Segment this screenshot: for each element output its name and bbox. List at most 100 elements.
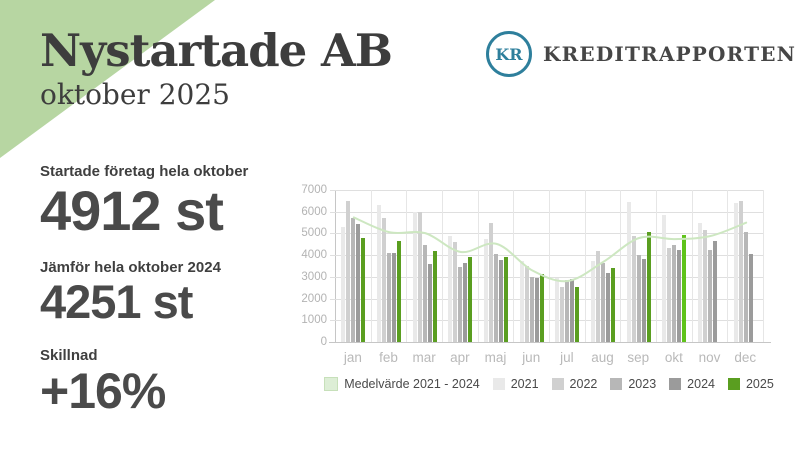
legend-item: 2025 — [727, 377, 774, 391]
bar-2021-okt — [662, 214, 667, 342]
bar-2021-feb — [377, 205, 381, 342]
bar-2022-aug — [596, 251, 601, 342]
bar-2024-aug — [606, 272, 611, 342]
bar-2021-sep — [626, 201, 631, 342]
bar-2025-apr — [468, 256, 473, 342]
bar-2024-feb — [392, 252, 396, 342]
legend-swatch — [727, 378, 740, 390]
bar-2024-jun — [534, 277, 539, 342]
x-tick-label: apr — [450, 350, 470, 365]
y-tick-label: 2000 — [301, 292, 327, 305]
bar-2021-jul — [555, 277, 560, 342]
x-tick-label: sep — [627, 350, 650, 365]
month-group-sep — [621, 190, 658, 342]
month-group-apr — [443, 190, 479, 342]
brand-name: KREDITRAPPORTEN — [543, 42, 797, 66]
bar-2023-mar — [422, 245, 427, 342]
bar-2021-dec — [733, 203, 738, 342]
x-axis-line — [329, 342, 771, 343]
legend-item: 2021 — [492, 377, 539, 391]
key-stats: Startade företag hela oktober 4912 st Jä… — [40, 163, 300, 418]
legend-item: 2024 — [669, 377, 715, 391]
legend-label: 2024 — [687, 377, 715, 391]
bar-2021-maj — [484, 238, 489, 342]
month-group-nov — [693, 190, 729, 342]
bar-2023-jun — [529, 276, 534, 342]
bar-2023-nov — [708, 249, 713, 342]
x-tick-label: jan — [343, 350, 362, 365]
legend-item: 2022 — [551, 377, 597, 391]
legend-swatch — [669, 378, 682, 390]
month-group-mar — [407, 190, 444, 342]
bar-2025-feb — [397, 241, 401, 342]
stat-value-difference: +16% — [40, 363, 166, 420]
month-group-aug — [586, 190, 622, 342]
x-tick-label: mar — [412, 350, 436, 365]
bar-2024-mar — [427, 263, 432, 342]
gridline — [330, 320, 764, 322]
x-axis-labels: jan feb mar apr maj jun jul aug sep okt nov dec — [335, 350, 763, 365]
legend-swatch — [551, 378, 564, 390]
bar-2022-feb — [382, 218, 386, 342]
chart-legend: Medelvärde 2021 - 2024 2021 2022 2023 2024 20… — [324, 377, 774, 391]
y-tick-label: 6000 — [301, 205, 327, 218]
bar-2022-mar — [417, 211, 422, 342]
bar-2023-okt — [672, 244, 677, 342]
gridline — [330, 211, 764, 213]
stat-label-started: Startade företag hela oktober — [40, 163, 249, 180]
bar-2025-okt — [682, 235, 687, 342]
bar-2022-sep — [631, 236, 636, 342]
bar-2022-jan — [346, 200, 351, 342]
plot-area — [330, 190, 765, 342]
y-axis-labels: 0 1000 2000 3000 4000 5000 6000 7000 — [296, 184, 327, 348]
month-group-jul — [550, 190, 586, 342]
stat-value-started: 4912 st — [40, 179, 224, 242]
bar-2024-maj — [499, 259, 504, 342]
bar-2022-nov — [703, 230, 708, 342]
bar-2021-aug — [591, 260, 596, 342]
bar-2024-apr — [463, 262, 468, 342]
bar-2021-mar — [412, 211, 417, 342]
legend-swatch — [610, 378, 623, 390]
y-tick-label: 4000 — [301, 249, 327, 262]
chart: 0 1000 2000 3000 4000 5000 6000 7000 jan feb mar a… — [296, 183, 780, 418]
legend-label: Medelvärde 2021 - 2024 — [344, 377, 480, 391]
legend-label: 2021 — [510, 377, 539, 391]
header: Nystartade AB oktober 2025 — [40, 24, 393, 112]
month-group-okt — [657, 190, 693, 342]
bar-2022-maj — [489, 223, 494, 342]
bar-2023-aug — [601, 262, 606, 342]
gridline — [330, 190, 764, 191]
bar-2024-sep — [641, 258, 646, 342]
month-group-feb — [372, 190, 408, 342]
bar-2022-dec — [738, 201, 743, 342]
stat-value-compare: 4251 st — [40, 274, 193, 328]
month-group-jun — [514, 190, 551, 342]
bar-2025-aug — [611, 268, 616, 342]
month-group-maj — [479, 190, 515, 342]
legend-label: 2023 — [628, 377, 657, 391]
bar-2025-maj — [504, 256, 509, 342]
bar-2022-apr — [453, 242, 458, 342]
gridline — [330, 233, 764, 235]
bar-2024-nov — [713, 241, 718, 342]
stat-label-compare: Jämför hela oktober 2024 — [40, 258, 221, 276]
kr-logo-initials: KR — [495, 44, 523, 64]
y-tick-label: 0 — [320, 336, 327, 348]
x-tick-label: jul — [560, 350, 574, 365]
page-title: Nystartade AB — [40, 24, 393, 77]
bar-2025-jan — [361, 237, 366, 342]
stat-label-difference: Skillnad — [40, 347, 98, 365]
gridline — [330, 255, 764, 257]
legend-item: Medelvärde 2021 - 2024 — [324, 377, 480, 391]
x-tick-label: dec — [734, 350, 757, 365]
bar-2022-jul — [560, 286, 565, 342]
x-tick-label: maj — [484, 350, 507, 365]
page-subtitle: oktober 2025 — [40, 78, 230, 112]
bar-2024-jul — [570, 279, 575, 342]
bar-2023-dec — [743, 232, 748, 342]
average-line — [352, 216, 748, 283]
bar-2025-jun — [539, 273, 544, 342]
bar-2023-jan — [351, 218, 356, 342]
